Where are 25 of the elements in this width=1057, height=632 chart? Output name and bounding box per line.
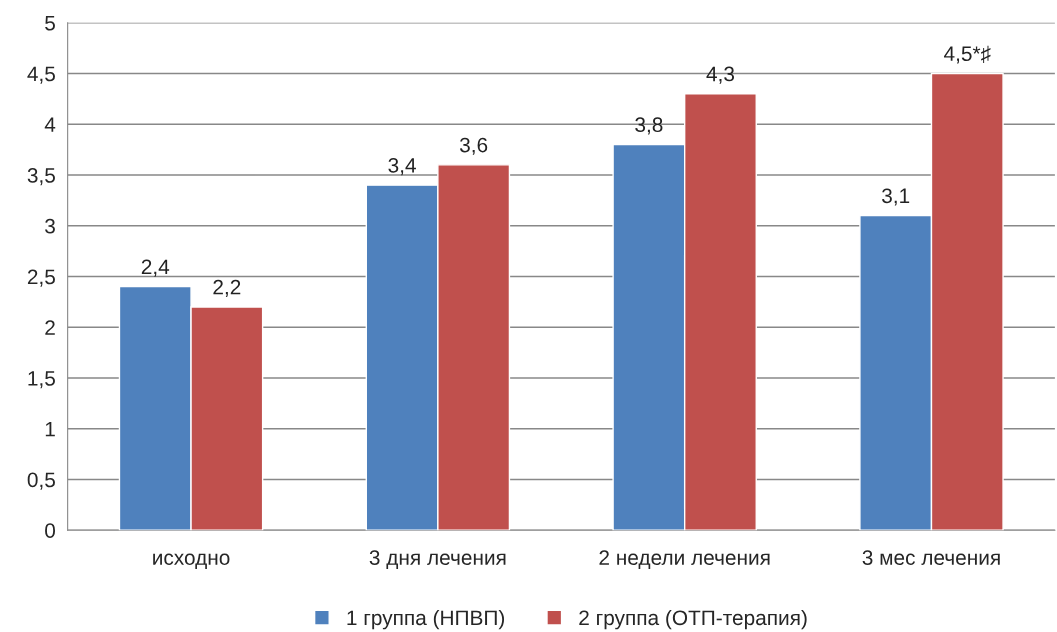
data-label: 4,3: [706, 66, 735, 84]
y-tick-label: 0,5: [27, 472, 55, 490]
x-tick-label: 3 дня лечения: [369, 550, 506, 569]
y-tick-label: 2: [45, 320, 55, 335]
y-tick-label: 1: [45, 421, 55, 437]
y-tick-label: 3,5: [27, 168, 55, 186]
data-label: 3,6: [459, 137, 488, 155]
y-tick-label: 5: [45, 15, 55, 31]
y-tick-label: 4: [44, 117, 56, 132]
x-tick-label: исходно: [153, 553, 230, 569]
data-label: 2,4: [141, 259, 170, 277]
data-label: 4,5*♯: [944, 45, 991, 64]
data-label: 2,2: [213, 279, 241, 297]
y-tick-label: 1,5: [28, 371, 55, 389]
x-tick-label: 2 недели лечения: [599, 550, 770, 569]
data-label: 3,8: [635, 117, 663, 135]
y-tick-label: 0: [45, 523, 56, 538]
y-tick-label: 4,5: [27, 66, 55, 84]
y-tick-label: 2,5: [27, 269, 55, 287]
y-tick-label: 3: [45, 218, 55, 234]
legend-label: 1 группа (НПВП): [347, 609, 505, 630]
legend-label: 2 группа (ОТП-терапия): [579, 609, 807, 630]
x-tick-label: 3 мес лечения: [862, 550, 1000, 565]
data-label: 3,1: [882, 188, 910, 206]
data-label: 3,4: [388, 157, 416, 176]
